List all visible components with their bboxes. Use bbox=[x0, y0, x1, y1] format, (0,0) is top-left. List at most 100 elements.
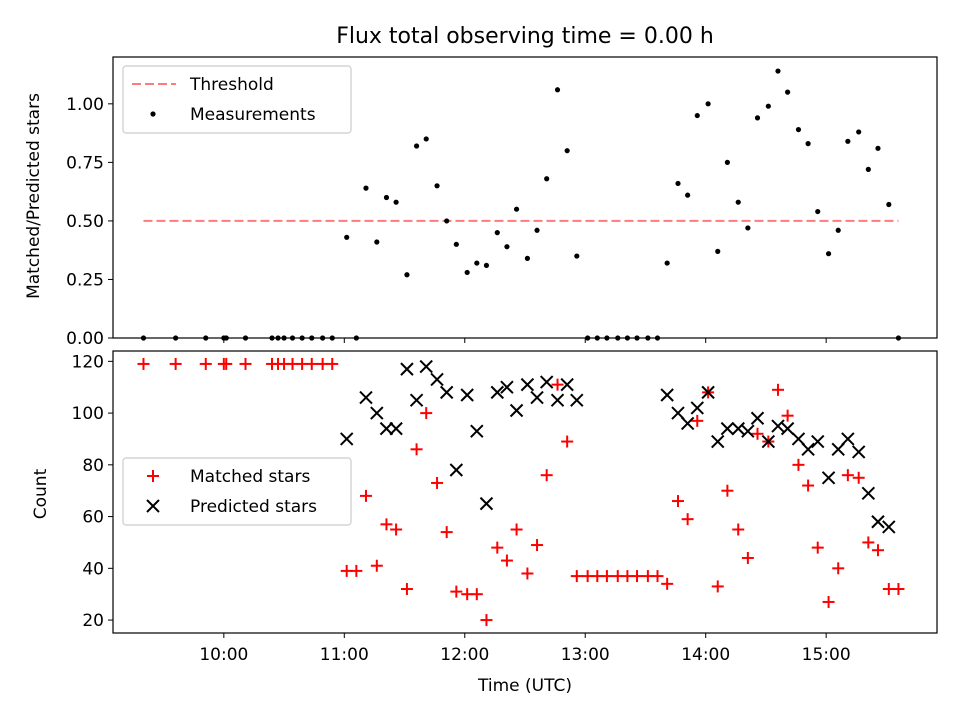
matched-star-marker bbox=[199, 357, 212, 370]
predicted-star-marker bbox=[479, 496, 494, 511]
predicted-star-marker bbox=[520, 377, 535, 392]
measurement-point bbox=[564, 148, 570, 154]
matched-star-marker bbox=[500, 554, 513, 567]
predicted-star-marker bbox=[539, 375, 554, 389]
bottom-y-tick-label: 60 bbox=[82, 508, 104, 528]
x-tick-label: 10:00 bbox=[199, 645, 248, 665]
measurement-point bbox=[745, 225, 751, 231]
predicted-star-marker bbox=[771, 419, 785, 433]
measurement-point bbox=[434, 183, 440, 189]
predicted-star-marker bbox=[389, 421, 403, 436]
predicted-star-marker bbox=[570, 393, 584, 407]
top-y-tick-label: 0.00 bbox=[66, 329, 104, 349]
predicted-star-marker bbox=[871, 515, 885, 529]
matched-star-marker bbox=[862, 536, 875, 549]
top-y-axis-label: Matched/Predicted stars bbox=[24, 93, 44, 299]
predicted-star-marker bbox=[731, 421, 745, 436]
matched-star-marker bbox=[370, 559, 383, 572]
measurement-point bbox=[785, 89, 791, 95]
predicted-star-marker bbox=[851, 445, 866, 459]
matched-star-marker bbox=[540, 469, 553, 482]
matched-star-marker bbox=[410, 443, 423, 456]
predicted-star-marker bbox=[400, 362, 414, 376]
ratio-plot: 0.00 0.25 0.50 0.75 1.00 bbox=[66, 68, 902, 349]
matched-star-marker bbox=[431, 476, 444, 489]
measurement-point bbox=[363, 185, 369, 191]
measurement-point bbox=[524, 255, 531, 261]
measurement-point bbox=[544, 176, 550, 182]
x-tick-label: 14:00 bbox=[681, 645, 730, 665]
matched-star-marker bbox=[420, 407, 433, 420]
matched-star-marker bbox=[510, 523, 523, 536]
x-tick-label: 12:00 bbox=[440, 645, 489, 665]
matched-star-marker bbox=[169, 357, 182, 370]
matched-star-marker bbox=[681, 513, 694, 526]
predicted-star-marker bbox=[439, 385, 454, 400]
matched-star-marker bbox=[711, 580, 724, 593]
matched-star-marker bbox=[305, 357, 318, 370]
predicted-star-marker bbox=[811, 434, 825, 449]
bottom-y-tick-label: 100 bbox=[72, 404, 104, 424]
threshold-legend-label: Threshold bbox=[189, 75, 274, 95]
matched-star-marker bbox=[892, 583, 905, 596]
matched-star-marker bbox=[380, 518, 393, 531]
bottom-legend: Matched stars Predicted stars bbox=[122, 457, 352, 526]
measurements-legend-label: Measurements bbox=[190, 105, 316, 125]
predicted-star-marker bbox=[761, 434, 776, 449]
matched-star-marker bbox=[480, 614, 493, 627]
matched-star-marker bbox=[551, 378, 564, 391]
x-tick-label: 11:00 bbox=[320, 645, 369, 665]
measurement-point bbox=[715, 248, 721, 254]
matched-star-marker bbox=[239, 357, 252, 370]
x-tick-label: 15:00 bbox=[802, 645, 851, 665]
matched-star-marker bbox=[470, 588, 483, 601]
count-plot: 20 40 60 80 100 120 10:00 11:00 12:00 13:00 14:00 1… bbox=[72, 352, 905, 665]
matched-star-marker bbox=[440, 526, 453, 539]
measurement-point bbox=[735, 199, 741, 205]
matched-star-marker bbox=[792, 458, 805, 471]
predicted-stars-legend-marker bbox=[146, 499, 160, 513]
predicted-star-marker bbox=[490, 385, 504, 400]
chart-title: Flux total observing time = 0.00 h bbox=[336, 24, 714, 49]
top-legend-box bbox=[122, 65, 352, 134]
measurement-point bbox=[694, 112, 700, 119]
measurement-point bbox=[775, 68, 781, 74]
measurement-point bbox=[413, 143, 420, 149]
matched-star-marker bbox=[871, 544, 884, 557]
measurement-point bbox=[453, 241, 459, 247]
matched-star-marker bbox=[390, 523, 403, 536]
matched-star-marker bbox=[811, 541, 824, 554]
predicted-star-marker bbox=[530, 390, 544, 405]
matched-star-marker bbox=[802, 479, 815, 492]
measurement-point bbox=[444, 218, 450, 224]
matched-star-marker bbox=[491, 541, 504, 554]
measurement-point bbox=[835, 227, 841, 233]
matched-star-marker bbox=[137, 357, 150, 370]
predicted-star-marker bbox=[701, 385, 715, 400]
predicted-star-marker bbox=[750, 411, 765, 425]
measurement-point bbox=[705, 101, 711, 107]
predicted-star-marker bbox=[460, 388, 474, 402]
measurements-legend-marker bbox=[150, 111, 156, 117]
matched-stars-legend-label: Matched stars bbox=[190, 467, 310, 487]
measurement-point bbox=[795, 126, 802, 133]
predicted-star-marker bbox=[560, 377, 574, 392]
matched-star-marker bbox=[561, 435, 574, 448]
predicted-star-marker bbox=[500, 380, 514, 394]
bottom-y-tick-label: 80 bbox=[82, 456, 104, 476]
matched-star-marker bbox=[631, 570, 644, 583]
bottom-y-tick-label: 120 bbox=[72, 352, 104, 372]
matched-star-marker bbox=[852, 471, 865, 484]
measurement-point bbox=[374, 239, 380, 245]
matched-star-marker bbox=[691, 414, 704, 427]
matched-star-marker bbox=[400, 583, 413, 596]
top-y-tick-label: 0.50 bbox=[66, 212, 104, 232]
bottom-y-tick-label: 20 bbox=[82, 611, 104, 631]
matched-star-marker bbox=[721, 484, 734, 497]
measurement-point bbox=[875, 145, 881, 151]
predicted-star-marker bbox=[449, 463, 464, 477]
matched-star-marker bbox=[220, 357, 233, 370]
predicted-star-marker bbox=[470, 424, 484, 438]
measurement-point bbox=[534, 227, 540, 233]
